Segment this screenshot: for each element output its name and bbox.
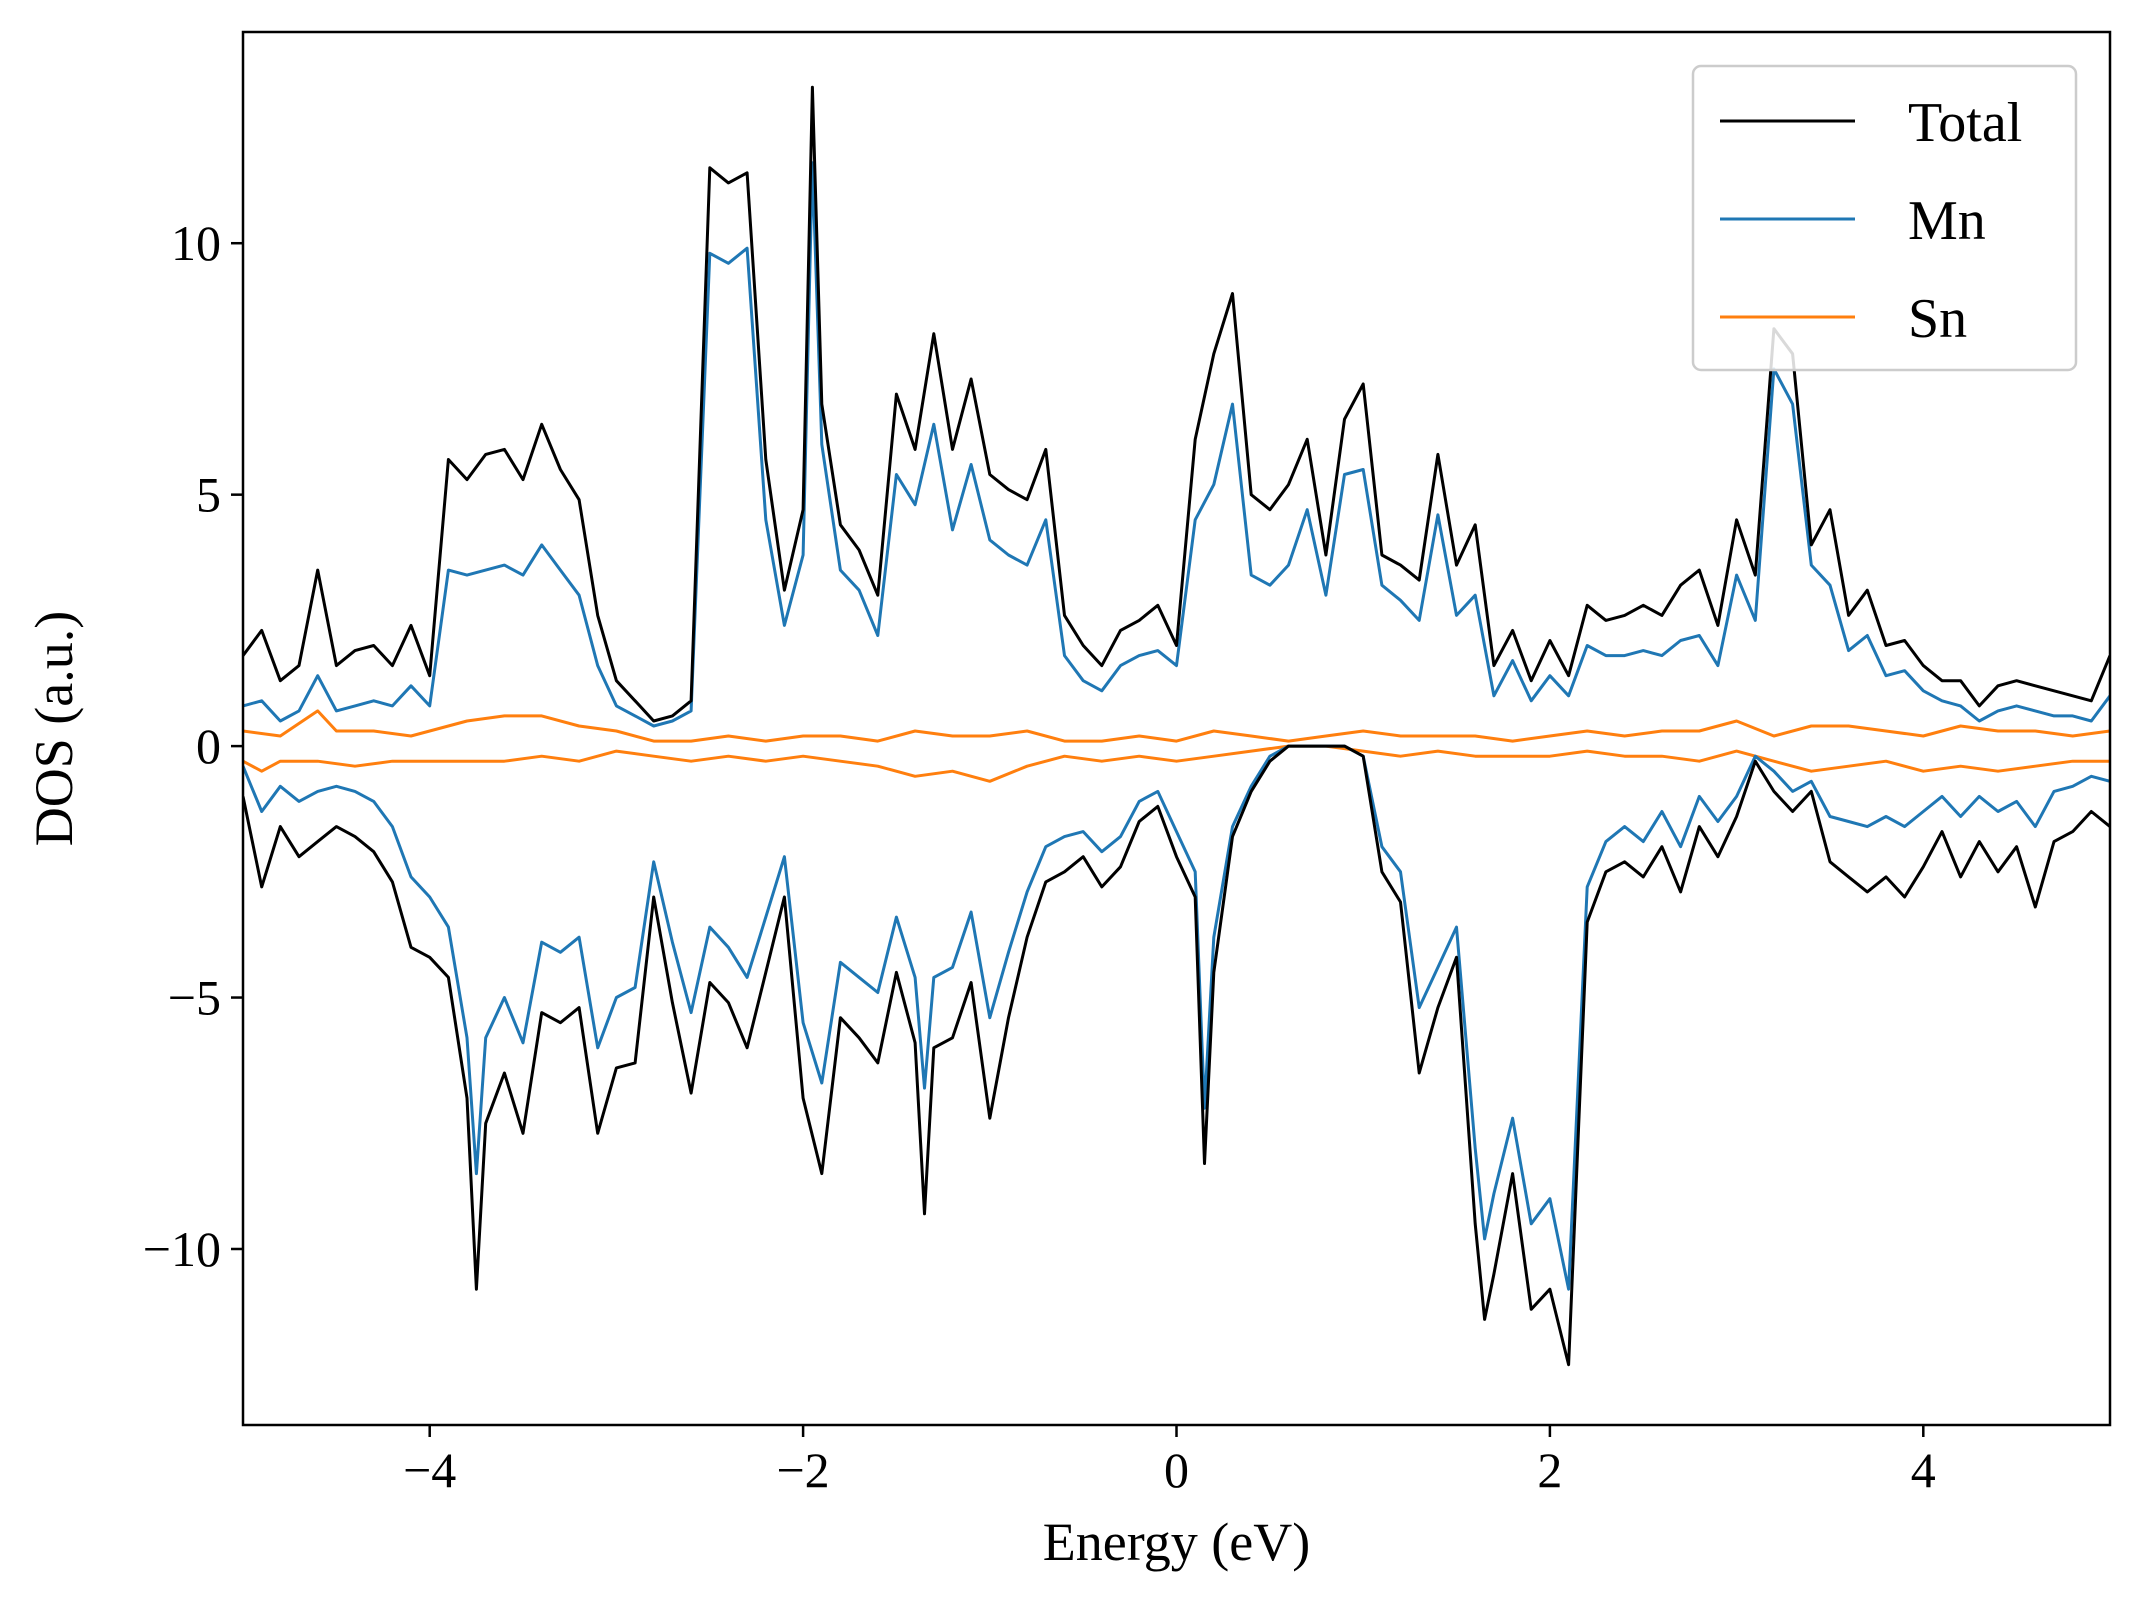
x-tick-label: 4 [1911,1442,1936,1498]
legend-label-sn: Sn [1908,288,1967,350]
series-line-total-down [243,744,2110,1367]
ticks-layer: −4 −2 0 2 4 −10 −5 0 5 10 [143,215,1936,1498]
legend: Total Mn Sn [1691,64,2078,372]
x-tick-label: −4 [403,1442,456,1498]
y-tick-label: −10 [143,1221,221,1277]
series-line-sn-down [243,744,2110,783]
x-tick-label: −2 [776,1442,829,1498]
y-axis-label: DOS (a.u.) [24,611,84,846]
series-line-mn-up [243,161,2110,728]
y-tick-label: 10 [171,215,221,271]
y-tick-label: 0 [196,718,221,774]
series-line-mn-down [243,744,2110,1291]
legend-box [1691,64,2078,372]
y-tick-label: 5 [196,467,221,523]
legend-label-total: Total [1908,92,2022,154]
series-line-sn-up [243,709,2110,743]
x-tick-label: 2 [1537,1442,1562,1498]
y-tick-label: −5 [168,970,221,1026]
x-tick-label: 0 [1164,1442,1189,1498]
series-layer [243,85,2110,1367]
x-axis-label: Energy (eV) [1043,1512,1310,1572]
series-line-total-up [243,85,2110,723]
legend-label-mn: Mn [1908,190,1986,252]
